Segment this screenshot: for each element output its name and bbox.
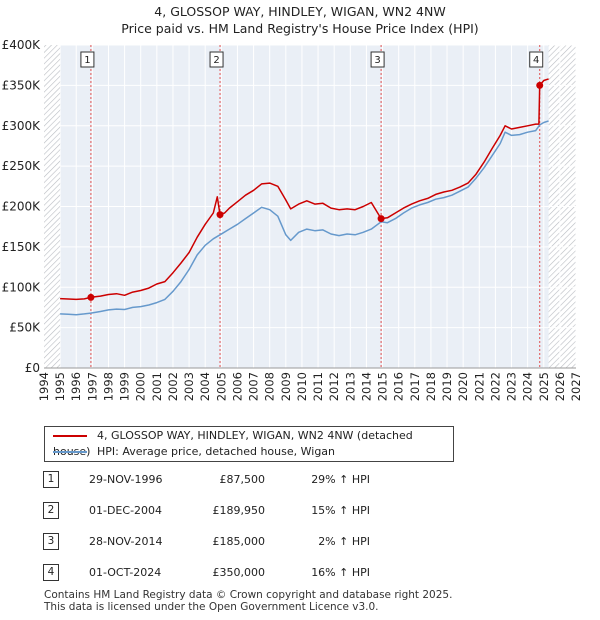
x-tick-label: 2022 [488,372,502,401]
pre-data-region-hatch [44,45,61,368]
x-tick-label: 2023 [505,372,519,401]
x-tick-label: 2024 [521,372,535,401]
sale-label: 2 [213,55,219,66]
transaction-hpi-diff: 2% ↑ HPI [318,535,370,548]
x-tick-label: 2000 [134,372,148,401]
y-tick-label: £200K [2,200,42,214]
title-line-2: Price paid vs. HM Land Registry's House … [121,21,479,36]
y-tick-label: £250K [2,159,42,173]
transaction-hpi-diff: 15% ↑ HPI [311,504,370,517]
x-tick-label: 2008 [263,372,277,401]
transaction-number: 2 [43,502,59,519]
x-tick-label: 2010 [295,372,309,401]
y-tick-label: £350K [2,78,42,92]
legend-swatch-property [53,435,87,437]
footer-line-1: Contains HM Land Registry data © Crown c… [44,589,453,601]
transaction-price: £87,500 [219,473,266,486]
x-tick-label: 2021 [472,372,486,401]
x-tick-label: 2007 [247,372,261,401]
sale-label: 3 [374,55,380,66]
x-tick-label: 2012 [327,372,341,401]
y-tick-label: £300K [2,119,42,133]
sale-point [87,293,95,301]
x-tick-label: 1995 [53,372,67,401]
sale-point [536,81,544,89]
footer: Contains HM Land Registry data © Crown c… [44,589,452,613]
sale-point [377,215,385,223]
x-tick-label: 2003 [182,372,196,401]
property-price-line [60,78,549,301]
x-tick-label: 2002 [166,372,180,401]
x-tick-label: 2018 [424,372,438,401]
legend-swatch-hpi [53,451,87,453]
x-tick-label: 2013 [343,372,357,401]
footer-line-2: This data is licensed under the Open Gov… [44,601,379,613]
title-line-1: 4, GLOSSOP WAY, HINDLEY, WIGAN, WN2 4NW [154,4,446,19]
y-tick-label: £100K [2,280,42,294]
sale-label-box [370,51,385,68]
x-tick-label: 2019 [440,372,454,401]
x-tick-label: 2005 [214,372,228,401]
legend-label-hpi: HPI: Average price, detached house, Wiga… [97,445,336,458]
x-tick-label: 2004 [198,372,212,401]
x-tick-label: 2026 [553,372,567,401]
y-tick-label: £400K [2,38,42,52]
transaction-date: 01-DEC-2004 [89,504,163,517]
transaction-price: £189,950 [212,504,266,517]
price-chart: 1 2 3 4 £0 £50K £100K £150K £200K £250K £300K £350K… [2,38,583,401]
x-tick-label: 2017 [408,372,422,401]
legend-item-hpi: HPI: Average price, detached house, Wiga… [53,444,335,460]
transaction-number: 3 [43,533,59,550]
x-tick-label: 2015 [376,372,390,401]
sale-label: 1 [84,55,90,66]
sale-label: 4 [533,55,539,66]
sale-point [216,211,224,219]
transaction-hpi-diff: 29% ↑ HPI [311,473,370,486]
sale-label-box [80,51,95,68]
x-tick-label: 2006 [230,372,244,401]
chart-title: 4, GLOSSOP WAY, HINDLEY, WIGAN, WN2 4NW … [0,3,600,37]
transaction-date: 28-NOV-2014 [89,535,163,548]
transaction-price: £350,000 [212,566,266,579]
x-tick-label: 2011 [311,372,325,401]
x-tick-label: 1994 [37,372,51,401]
legend: 4, GLOSSOP WAY, HINDLEY, WIGAN, WN2 4NW … [44,426,454,462]
hpi-line [60,120,549,316]
x-tick-label: 2020 [456,372,470,401]
y-tick-label: £0 [25,361,40,375]
x-tick-label: 1998 [101,372,115,401]
legend-item-property: 4, GLOSSOP WAY, HINDLEY, WIGAN, WN2 4NW … [53,428,453,458]
x-tick-label: 2027 [569,372,583,401]
transaction-date: 29-NOV-1996 [89,473,163,486]
sale-label-box [209,51,224,68]
x-tick-label: 2025 [537,372,551,401]
sale-label-box [529,51,544,68]
transaction-number: 4 [43,564,59,581]
x-tick-label: 2016 [392,372,406,401]
y-tick-label: £150K [2,240,42,254]
x-tick-label: 2001 [150,372,164,401]
x-tick-label: 1999 [118,372,132,401]
x-tick-label: 1996 [69,372,83,401]
x-tick-label: 2009 [279,372,293,401]
transaction-price: £185,000 [212,535,266,548]
transaction-number: 1 [43,471,59,488]
transaction-date: 01-OCT-2024 [89,566,162,579]
x-tick-label: 2014 [359,372,373,401]
x-tick-label: 1997 [85,372,99,401]
transaction-hpi-diff: 16% ↑ HPI [311,566,370,579]
y-tick-label: £50K [9,321,41,335]
